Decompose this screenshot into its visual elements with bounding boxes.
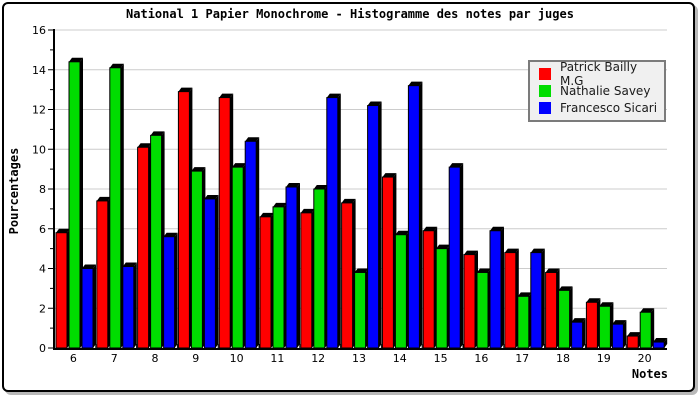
legend-item: Patrick Bailly M.G [530, 60, 664, 88]
bar-19 [585, 298, 601, 349]
bar-12 [313, 185, 328, 349]
legend-label: Nathalie Savey [560, 83, 651, 98]
legend-label: Francesco Sicari [560, 100, 658, 115]
x-tick-label: 9 [192, 352, 199, 365]
bar-18 [571, 318, 586, 349]
bar-13 [367, 101, 382, 349]
bar-15 [435, 244, 451, 349]
bar-11 [272, 202, 287, 349]
bar-11 [259, 212, 274, 349]
bar-9 [177, 87, 193, 349]
y-tick-label: 4 [39, 263, 46, 276]
bar-6 [55, 228, 70, 349]
bar-19 [611, 320, 627, 349]
bar-14 [407, 81, 423, 349]
legend-item: Francesco Sicari [530, 99, 664, 116]
bar-20 [639, 308, 655, 349]
bar-16 [463, 250, 478, 349]
bar-16 [476, 268, 491, 349]
bar-20 [652, 338, 668, 349]
bar-14 [394, 230, 410, 349]
x-tick-label: 13 [352, 352, 366, 365]
x-axis-title: Notes [631, 367, 668, 381]
bar-10 [231, 163, 247, 349]
bar-18 [545, 268, 560, 349]
bar-7 [96, 196, 111, 349]
x-tick-label: 10 [230, 352, 244, 365]
bar-6 [68, 57, 83, 349]
bar-6 [81, 264, 96, 349]
x-tick-label: 7 [111, 352, 118, 365]
bar-20 [626, 332, 642, 349]
y-tick-label: 10 [32, 143, 46, 156]
bar-19 [598, 302, 614, 349]
x-tick-label: 6 [70, 352, 77, 365]
x-tick-label: 16 [474, 352, 488, 365]
x-tick-label: 8 [152, 352, 159, 365]
bar-7 [122, 262, 137, 349]
legend-label: Patrick Bailly M.G [560, 59, 638, 88]
bar-8 [150, 131, 165, 349]
y-tick-label: 14 [32, 64, 46, 77]
bar-12 [300, 208, 315, 349]
bar-12 [326, 93, 341, 349]
bar-13 [354, 268, 369, 349]
bar-11 [285, 183, 300, 349]
x-tick-label: 20 [638, 352, 652, 365]
y-tick-label: 0 [39, 342, 46, 355]
legend-swatch-green [539, 84, 551, 97]
x-tick-label: 14 [393, 352, 407, 365]
legend: Patrick Bailly M.G Nathalie Savey France… [528, 60, 666, 122]
bar-9 [203, 194, 219, 349]
x-tick-label: 15 [434, 352, 448, 365]
bar-17 [530, 248, 545, 349]
bar-10 [244, 137, 260, 349]
bar-15 [448, 163, 464, 349]
x-tick-label: 19 [597, 352, 611, 365]
bar-13 [341, 198, 356, 349]
bar-10 [218, 93, 234, 349]
x-tick-label: 11 [270, 352, 284, 365]
bar-8 [163, 232, 178, 349]
bar-9 [190, 167, 206, 349]
legend-swatch-red [539, 67, 551, 80]
y-tick-label: 12 [32, 104, 46, 117]
y-tick-label: 6 [39, 223, 46, 236]
bar-15 [422, 226, 438, 349]
bar-7 [109, 63, 124, 349]
bar-17 [504, 248, 519, 349]
bar-8 [137, 143, 152, 349]
bar-14 [381, 173, 397, 349]
bar-18 [558, 286, 573, 349]
chart-title: National 1 Papier Monochrome - Histogram… [126, 7, 574, 21]
x-tick-label: 18 [556, 352, 570, 365]
x-tick-label: 17 [515, 352, 529, 365]
bar-16 [489, 226, 504, 349]
y-tick-label: 16 [32, 24, 46, 37]
y-tick-label: 8 [39, 183, 46, 196]
y-tick-label: 2 [39, 302, 46, 315]
x-tick-label: 12 [311, 352, 325, 365]
legend-item: Nathalie Savey [530, 82, 664, 99]
bar-17 [517, 292, 532, 349]
legend-swatch-blue [539, 101, 551, 114]
